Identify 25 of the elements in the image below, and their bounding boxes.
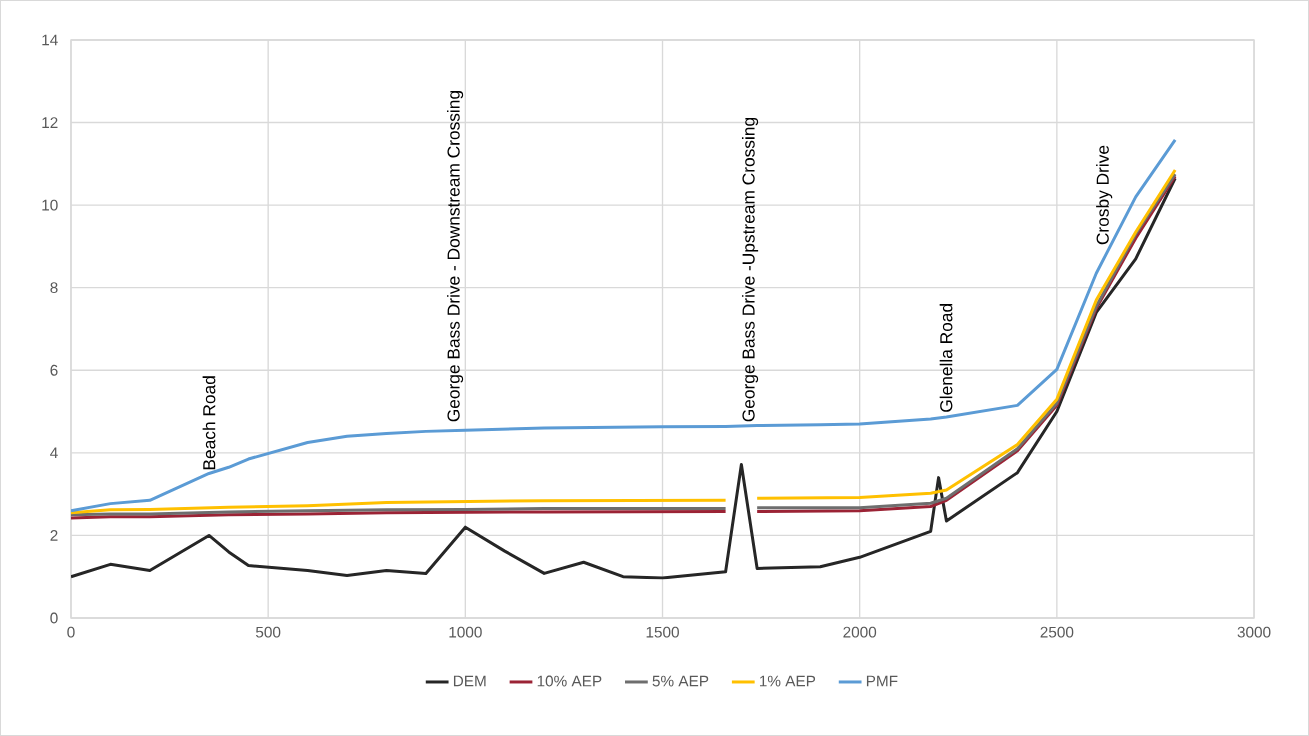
- legend-label: PMF: [866, 675, 898, 687]
- annotation: Beach Road: [202, 376, 216, 470]
- annotation: George Bass Drive -Upstream Crossing: [741, 118, 759, 422]
- y-tick-label: 14: [42, 34, 58, 46]
- x-tick-label: 1500: [646, 626, 679, 638]
- legend-label: 5% AEP: [652, 675, 709, 687]
- y-tick-label: 12: [42, 117, 58, 128]
- x-tick-label: 0: [67, 626, 75, 638]
- annotation: Glenella Road: [939, 304, 953, 412]
- legend-label: 10% AEP: [537, 675, 602, 687]
- legend-label: DEM: [453, 675, 486, 687]
- y-tick-label: 0: [50, 612, 58, 624]
- x-tick-label: 2500: [1040, 626, 1074, 638]
- x-tick-label: 3000: [1237, 626, 1271, 638]
- y-tick-label: 6: [50, 364, 58, 376]
- annotation: Crosby Drive: [1096, 145, 1113, 245]
- y-tick-label: 2: [50, 530, 58, 541]
- y-tick-label: 10: [42, 199, 58, 211]
- x-tick-label: 1000: [449, 626, 482, 638]
- x-tick-label: 500: [255, 626, 281, 638]
- y-tick-label: 4: [50, 447, 58, 459]
- annotation: George Bass Drive - Downstream Crossing: [446, 91, 464, 422]
- legend-label: 1% AEP: [759, 675, 816, 687]
- y-tick-label: 8: [50, 282, 58, 294]
- x-tick-label: 2000: [843, 626, 877, 638]
